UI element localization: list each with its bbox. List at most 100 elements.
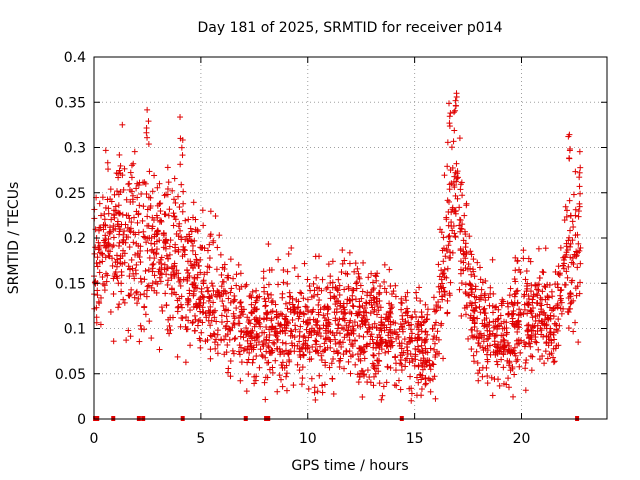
data-point	[344, 271, 351, 278]
data-point	[153, 246, 160, 253]
data-point	[435, 303, 442, 310]
data-point	[477, 309, 484, 316]
data-point	[269, 364, 276, 371]
data-point	[346, 260, 353, 267]
data-point	[462, 244, 469, 251]
data-point	[177, 227, 184, 234]
data-point	[521, 343, 528, 350]
data-point	[469, 326, 476, 333]
data-point	[182, 217, 189, 224]
data-point	[576, 183, 583, 190]
data-point	[507, 285, 514, 292]
data-point	[541, 309, 548, 316]
data-point	[433, 307, 440, 314]
data-point	[184, 274, 191, 281]
data-point	[506, 292, 513, 299]
data-point	[541, 283, 548, 290]
data-point	[317, 343, 324, 350]
data-point	[223, 313, 230, 320]
data-point	[539, 353, 546, 360]
data-point	[434, 348, 441, 355]
data-point	[305, 385, 312, 392]
data-point	[516, 363, 523, 370]
data-point	[567, 240, 574, 247]
data-point	[577, 260, 584, 267]
data-point	[389, 304, 396, 311]
data-point	[357, 345, 364, 352]
data-point	[198, 285, 205, 292]
data-point	[341, 309, 348, 316]
data-point	[114, 188, 121, 195]
data-point	[277, 321, 284, 328]
data-point	[498, 320, 505, 327]
data-point	[143, 287, 150, 294]
data-point	[575, 339, 582, 346]
data-point	[131, 275, 138, 282]
data-point	[427, 345, 434, 352]
data-point	[220, 287, 227, 294]
data-point	[355, 270, 362, 277]
data-point	[113, 252, 120, 259]
data-point	[101, 210, 108, 217]
data-point	[238, 359, 245, 366]
data-point	[246, 349, 253, 356]
data-point	[221, 265, 228, 272]
data-point	[199, 309, 206, 316]
data-point	[273, 308, 280, 315]
data-point	[364, 379, 371, 386]
data-point	[359, 288, 366, 295]
data-point	[168, 285, 175, 292]
data-point	[134, 300, 141, 307]
data-point	[351, 337, 358, 344]
data-point	[221, 307, 228, 314]
data-point	[321, 314, 328, 321]
data-point	[157, 208, 164, 215]
data-point	[329, 284, 336, 291]
data-point	[260, 268, 267, 275]
data-point	[565, 295, 572, 302]
data-point	[440, 234, 447, 241]
data-point	[120, 296, 127, 303]
data-point	[305, 334, 312, 341]
data-point	[554, 327, 561, 334]
data-point	[138, 190, 145, 197]
data-point	[249, 288, 256, 295]
data-point	[570, 260, 577, 267]
data-point	[245, 356, 252, 363]
data-point	[462, 289, 469, 296]
data-point	[397, 352, 404, 359]
data-point	[265, 295, 272, 302]
data-point	[231, 336, 238, 343]
data-point	[413, 289, 420, 296]
data-point	[320, 322, 327, 329]
data-point	[147, 203, 154, 210]
data-point	[293, 296, 300, 303]
data-point	[499, 296, 506, 303]
data-point	[552, 320, 559, 327]
data-point	[212, 345, 219, 352]
data-point	[126, 266, 133, 273]
data-point	[193, 285, 200, 292]
data-point	[392, 293, 399, 300]
data-point	[149, 214, 156, 221]
data-point	[126, 244, 133, 251]
data-point	[243, 325, 250, 332]
data-point	[446, 123, 453, 130]
data-point	[210, 299, 217, 306]
data-point	[443, 216, 450, 223]
data-point	[308, 325, 315, 332]
data-point	[446, 238, 453, 245]
data-point	[441, 266, 448, 273]
data-point	[351, 319, 358, 326]
data-point	[338, 269, 345, 276]
data-point	[345, 324, 352, 331]
data-point	[164, 281, 171, 288]
data-point	[125, 212, 132, 219]
data-point	[334, 325, 341, 332]
data-point	[303, 326, 310, 333]
data-point	[425, 375, 432, 382]
data-point	[467, 315, 474, 322]
data-point	[423, 336, 430, 343]
data-point	[373, 365, 380, 372]
data-point	[528, 327, 535, 334]
